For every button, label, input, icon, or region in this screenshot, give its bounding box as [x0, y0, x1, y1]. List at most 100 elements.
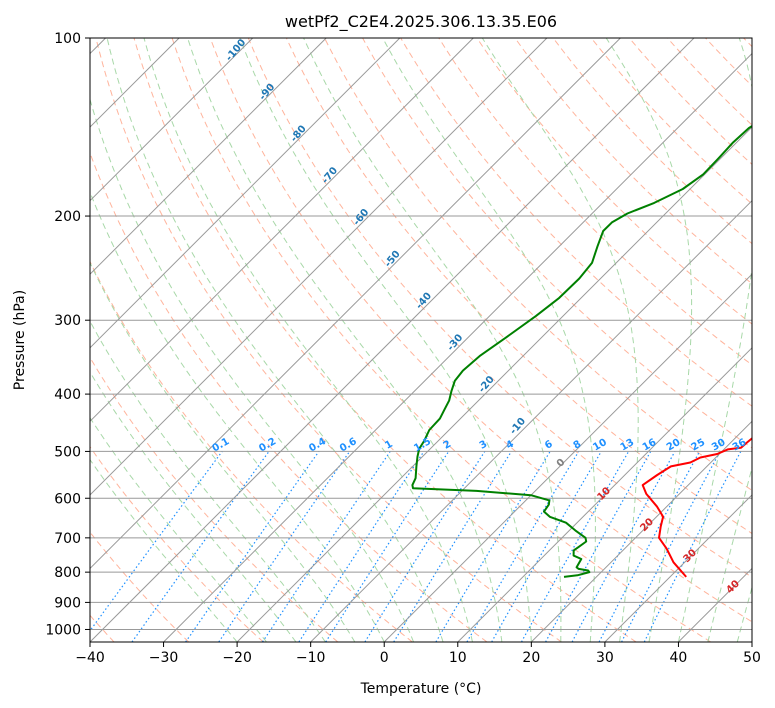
moist-adiabat: [187, 38, 503, 642]
moist-adiabat: [382, 38, 596, 642]
x-tick-label: −30: [149, 650, 179, 666]
moist-adiabat-label: -40: [414, 291, 434, 312]
dry-adiabat: [90, 151, 488, 642]
mixing-ratio-label: 3: [478, 439, 490, 452]
mixing-ratio-line: [643, 451, 742, 642]
moist-adiabat: [303, 38, 562, 642]
mixing-ratio-line: [325, 451, 450, 642]
dry-adiabat: [90, 356, 339, 642]
mixing-ratio-line: [520, 451, 630, 642]
moist-adiabat: [143, 38, 473, 642]
moist-adiabat: [90, 371, 297, 642]
moist-adiabat-label: -80: [289, 123, 309, 144]
isotherm: [90, 38, 474, 423]
isotherm: [751, 641, 752, 642]
x-tick-label: 10: [449, 650, 467, 666]
mixing-ratio-line: [364, 451, 486, 642]
y-tick-label: 100: [54, 31, 81, 47]
moist-adiabat: [239, 38, 532, 642]
isotherm: [90, 38, 401, 349]
y-axis: 100 200 300 400 500 600 700 800 900 1000: [45, 31, 90, 638]
y-tick-label: 900: [54, 595, 81, 611]
isotherm: [163, 52, 752, 642]
dry-adiabat: [90, 260, 413, 642]
x-tick-label: 30: [596, 650, 614, 666]
moist-adiabat: [605, 38, 693, 642]
moist-adiabat: [707, 465, 752, 642]
moist-adiabat: [90, 261, 356, 642]
dry-adiabat: [514, 38, 752, 285]
x-tick-label: 40: [670, 650, 688, 666]
isotherm: [90, 38, 695, 642]
isotherm: [90, 38, 254, 202]
dewpoint-line: [411, 124, 752, 578]
mixing-ratio-line: [571, 451, 676, 642]
dry-adiabat: [628, 38, 752, 166]
dry-adiabat: [90, 531, 190, 642]
isotherm: [604, 494, 752, 642]
isotherm: [457, 347, 752, 642]
moist-adiabat-label: -100: [224, 37, 249, 63]
mixing-ratio-line: [185, 451, 320, 642]
y-tick-label: 600: [54, 491, 81, 507]
dry-adiabat: [171, 38, 712, 642]
moist-adiabat: [677, 38, 752, 642]
moist-adiabat-label: -90: [257, 82, 277, 103]
mixing-ratio-line: [545, 451, 652, 642]
moist-adiabat: [90, 190, 385, 642]
moist-adiabat-label: -20: [477, 374, 497, 395]
dry-adiabat: [552, 38, 752, 245]
dry-adiabat: [667, 38, 752, 126]
dry-adiabat: [705, 38, 752, 87]
x-tick-label: −10: [296, 650, 326, 666]
dry-adiabat-label: 10: [595, 485, 613, 503]
moist-adiabat-label: -50: [383, 249, 403, 270]
x-tick-label: 20: [522, 650, 540, 666]
x-tick-label: 0: [380, 650, 389, 666]
dry-adiabat: [285, 38, 752, 535]
mixing-ratio-label: 8: [572, 439, 584, 452]
background-lines: [90, 38, 752, 642]
mixing-ratio-line: [393, 451, 512, 642]
moist-adiabat: [90, 97, 415, 642]
isotherm: [310, 199, 752, 642]
x-tick-label: −40: [75, 650, 105, 666]
dry-adiabat-label: 20: [638, 516, 656, 534]
mixing-ratio-label: 6: [543, 439, 555, 452]
mixing-ratio-line: [261, 451, 391, 642]
moist-adiabat: [106, 38, 444, 642]
x-axis: −40 −30 −20 −10 0 10 20 30 40 50: [75, 642, 761, 666]
mixing-ratio-line: [298, 451, 425, 642]
y-tick-label: 800: [54, 565, 81, 581]
isotherm: [530, 420, 752, 642]
mixing-ratio-line: [90, 451, 223, 632]
isotherm: [383, 273, 752, 642]
dry-adiabat: [90, 445, 264, 642]
dry-adiabat: [324, 38, 752, 491]
isotherm: [90, 38, 327, 275]
mixing-ratio-label: 2: [442, 439, 454, 452]
moist-adiabat-label: -70: [320, 165, 340, 186]
temperature-line: [641, 437, 752, 578]
y-tick-label: 1000: [45, 622, 81, 638]
y-tick-label: 400: [54, 387, 81, 403]
moist-adiabat-label: -10: [508, 416, 528, 437]
y-tick-label: 200: [54, 209, 81, 225]
mixing-ratio-label: 4: [504, 439, 516, 452]
isotherm: [236, 126, 752, 642]
mixing-ratio-line: [466, 451, 580, 642]
dry-adiabat-label: 0: [555, 457, 568, 470]
dry-adiabat: [133, 38, 637, 642]
moist-adiabat: [481, 38, 639, 642]
chart-title: wetPf2_C2E4.2025.306.13.35.E06: [285, 12, 557, 32]
profile-lines: [411, 124, 752, 578]
dry-adiabat: [247, 38, 752, 578]
moist-adiabat: [736, 585, 752, 642]
plot-frame: [89, 37, 753, 643]
y-tick-label: 700: [54, 531, 81, 547]
isotherm: [90, 38, 621, 570]
background-line-labels: 0.1 0.2 0.4 0.6 1 1.5 2 3 4 6 8 10 13 16 20 25 30 36-100-…: [211, 37, 749, 596]
y-tick-label: 300: [54, 313, 81, 329]
dry-adiabat: [95, 38, 562, 642]
